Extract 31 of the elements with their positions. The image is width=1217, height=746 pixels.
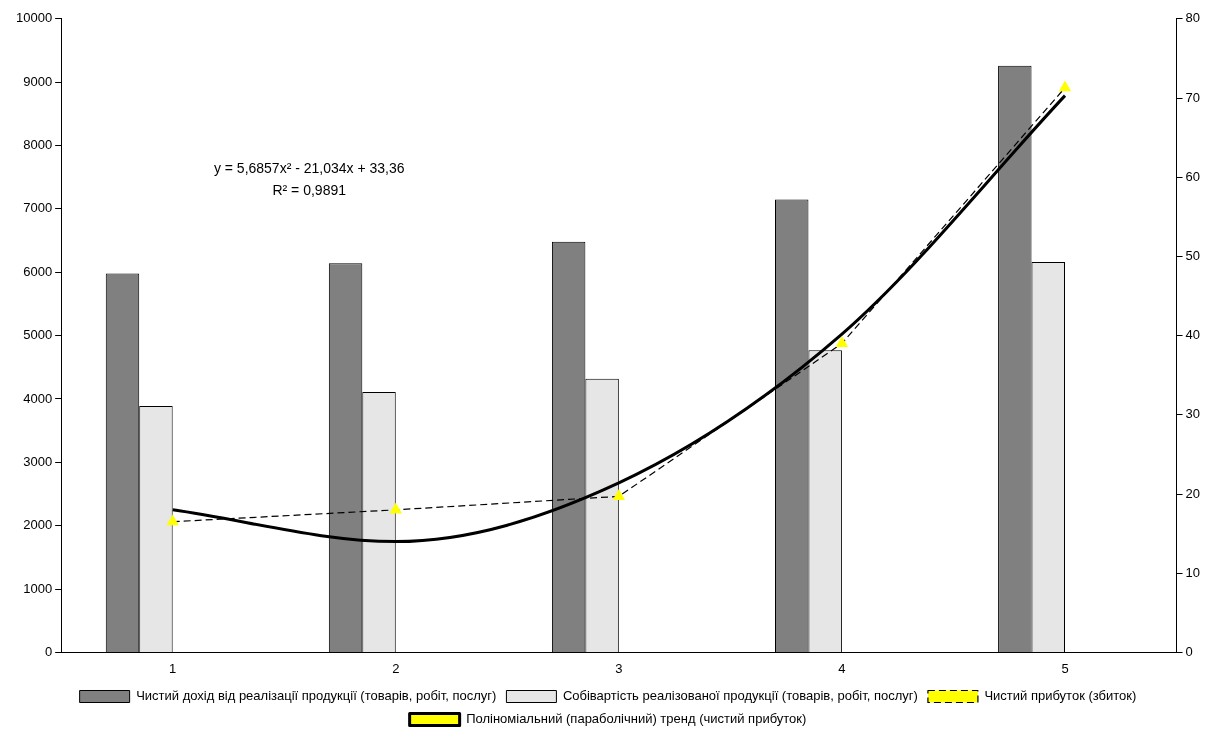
annotation: R² = 0,9891 [272,181,347,198]
y2-tick-label: 30 [1185,406,1201,422]
y2-tick-label: 0 [1185,643,1193,659]
x-tick-label: 1 [169,660,177,676]
y2-tick-label: 10 [1185,564,1201,580]
x-tick-label: 4 [838,660,846,676]
x-tick-label: 3 [615,660,623,676]
y-tick-label: 7000 [23,200,53,216]
x-tick-label: 5 [1061,660,1069,676]
y-tick-label: 6000 [23,263,53,279]
legend-label: Чистий прибуток (збиток) [984,688,1137,704]
legend-label: Поліноміальний (параболічний) тренд (чистий прибуток) [466,711,807,727]
y2-tick-label: 20 [1185,485,1201,501]
legend-label: Чистий дохід від реалізації продукції (товарів, робіт, послуг) [136,688,497,704]
y2-tick-label: 80 [1185,10,1201,26]
annotation: y = 5,6857x² - 21,034x + 33,36 [213,159,405,176]
y-tick-label: 5000 [23,327,53,343]
y-tick-label: 1000 [23,580,53,596]
y2-tick-label: 50 [1185,247,1201,263]
y-tick-label: 3000 [23,453,53,469]
y2-tick-label: 60 [1185,168,1201,184]
legend-label: Собівартість реалізованої продукції (товарів, робіт, послуг) [562,688,918,704]
y-tick-label: 2000 [23,517,53,533]
y-tick-label: 9000 [23,73,53,89]
y-tick-label: 0 [44,643,53,659]
y-tick-label: 8000 [23,137,53,153]
y2-tick-label: 70 [1185,89,1201,105]
y-tick-label: 10000 [15,10,53,26]
x-tick-label: 2 [392,660,400,676]
y-tick-label: 4000 [23,390,53,406]
y2-tick-label: 40 [1185,327,1201,343]
